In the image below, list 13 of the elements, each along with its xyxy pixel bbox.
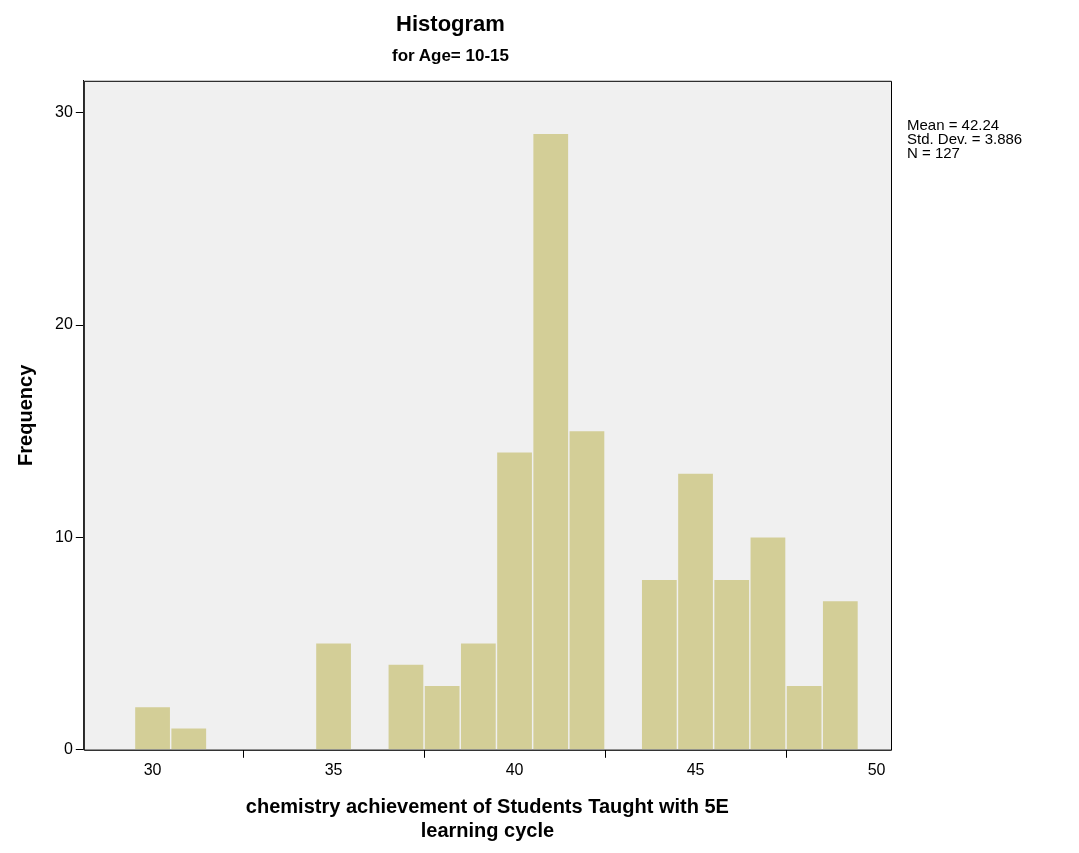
y-tick-label: 0: [63, 740, 73, 758]
x-axis-title: chemistry achievement of Students Taught with 5E learning cycle: [245, 794, 729, 841]
chart-title: Histogram: [396, 11, 505, 37]
chart-subtitle: for Age= 10-15: [392, 46, 509, 66]
x-tick-label: 50: [867, 760, 886, 778]
y-tick-label: 30: [55, 103, 73, 121]
x-tick-label: 40: [505, 760, 524, 778]
y-axis-title: Frequency: [13, 363, 36, 466]
y-tick-label: 10: [55, 527, 73, 545]
x-tick-label: 45: [686, 760, 705, 778]
x-tick-label: 30: [143, 760, 162, 778]
y-tick-label: 20: [55, 315, 73, 333]
x-tick-label: 35: [324, 760, 343, 778]
